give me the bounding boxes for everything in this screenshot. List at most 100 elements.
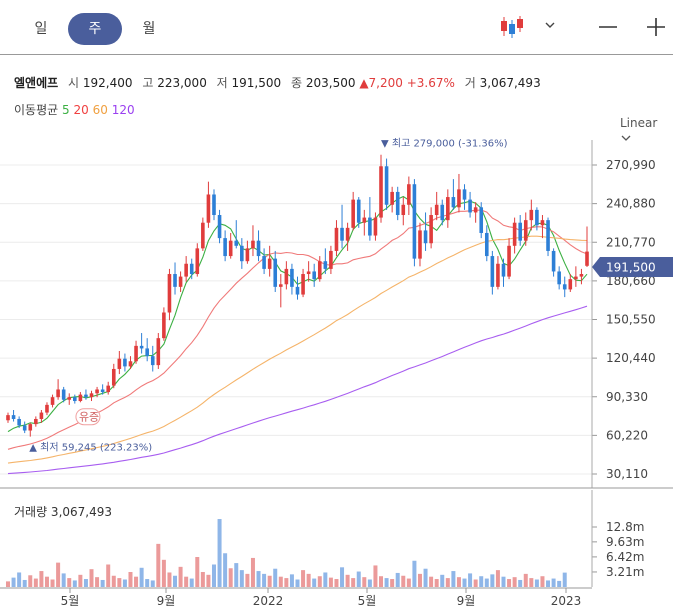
candle-body — [501, 263, 506, 277]
candle-body — [362, 217, 367, 223]
volume-bar — [72, 580, 77, 587]
zoom-in-button[interactable] — [645, 14, 667, 40]
candle-body — [167, 274, 172, 313]
volume-bar — [250, 557, 255, 587]
x-tick-label: 2023 — [551, 594, 582, 608]
candle-body — [546, 220, 550, 251]
volume-bar — [562, 572, 567, 587]
candle-body — [340, 227, 344, 241]
volume-bar — [362, 577, 367, 587]
candle-body — [134, 345, 138, 362]
volume-bar — [479, 576, 484, 587]
candle-body — [395, 191, 400, 216]
candle-body — [356, 199, 361, 223]
volume-bar — [345, 574, 350, 587]
candle-body — [518, 222, 522, 241]
candle-body — [73, 397, 77, 402]
volume-bar — [111, 575, 116, 587]
tab-week[interactable]: 주 — [68, 13, 122, 45]
candle-body — [434, 204, 439, 216]
volume-bar — [340, 567, 345, 587]
volume-bar — [161, 559, 166, 587]
candle-body — [295, 286, 300, 295]
candle-body — [201, 222, 205, 249]
y-tick-label: 270,990 — [606, 158, 656, 172]
close-label: 종 — [290, 76, 303, 90]
candle-body — [290, 268, 294, 287]
x-tick-label: 2022 — [253, 594, 284, 608]
open-value: 192,400 — [82, 76, 133, 90]
ma-label: 이동평균 — [14, 103, 59, 117]
volume-bar — [534, 579, 539, 587]
candle-body — [206, 194, 211, 223]
volume-bar — [22, 579, 27, 587]
candle-body — [267, 258, 272, 269]
candle-body — [496, 263, 500, 287]
candle-body — [334, 227, 339, 251]
volume-bar — [406, 578, 411, 587]
volume-bar — [434, 579, 439, 587]
volume-bar — [234, 563, 239, 587]
candle-body — [262, 256, 266, 269]
ma-60: 60 — [92, 103, 108, 117]
candle-body — [551, 250, 556, 272]
event-marker-badge[interactable] — [75, 408, 101, 426]
volume-bar — [122, 579, 127, 587]
candle-body — [89, 393, 94, 398]
stock-name: 엘앤에프 — [14, 76, 59, 90]
candle-body — [407, 184, 411, 205]
candle-body — [373, 217, 378, 236]
candle-body — [429, 215, 433, 244]
scale-selector[interactable]: Linear — [620, 116, 673, 144]
scale-label: Linear — [620, 116, 658, 130]
candle-body — [401, 204, 406, 216]
volume-bar — [468, 573, 473, 587]
ma-line-120 — [7, 305, 588, 475]
candle-body — [446, 197, 450, 221]
candle-body — [423, 230, 428, 244]
volume-tick-label: 3.21m — [606, 565, 644, 579]
volume-bar — [267, 575, 272, 587]
candle-body — [61, 389, 66, 400]
candle-body — [195, 248, 200, 275]
tab-day[interactable]: 일 — [34, 21, 48, 37]
candle-body — [512, 222, 517, 246]
volume-bar — [367, 579, 372, 587]
candle-body — [312, 271, 317, 280]
volume-bar — [262, 573, 267, 587]
candle-body — [251, 240, 255, 249]
volume-bar — [456, 577, 461, 587]
stock-summary: 엘앤에프 시 192,400 고 223,000 저 191,500 종 203… — [14, 74, 541, 91]
high-value: 223,000 — [157, 76, 207, 90]
candlestick-icon[interactable] — [498, 14, 526, 40]
candle-body — [490, 256, 495, 287]
candle-body — [345, 227, 350, 241]
candle-body — [585, 251, 589, 266]
volume-title: 거래량 3,067,493 — [14, 505, 112, 519]
volume-bar — [395, 572, 400, 587]
volume-label: 거 — [464, 76, 476, 90]
volume-bar — [67, 578, 72, 587]
zoom-out-button[interactable] — [598, 14, 618, 40]
candle-body — [384, 166, 389, 205]
candle-body — [306, 271, 311, 275]
candle-body — [100, 389, 105, 393]
candle-body — [234, 240, 239, 246]
volume-bar — [351, 578, 356, 587]
volume-bar — [323, 572, 328, 587]
candle-body — [184, 263, 188, 277]
toolbar-divider — [0, 54, 673, 55]
y-tick-label: 120,440 — [606, 351, 656, 365]
ma-line-60 — [7, 235, 588, 464]
candle-body — [557, 271, 561, 285]
candle-body — [368, 217, 372, 236]
volume-bar — [473, 579, 478, 587]
chevron-down-icon[interactable] — [543, 17, 557, 31]
tab-month[interactable]: 월 — [142, 21, 156, 37]
candle-body — [67, 397, 72, 400]
open-label: 시 — [68, 76, 80, 90]
candle-body — [189, 263, 194, 275]
candle-body — [523, 220, 528, 241]
candle-body — [457, 189, 461, 208]
